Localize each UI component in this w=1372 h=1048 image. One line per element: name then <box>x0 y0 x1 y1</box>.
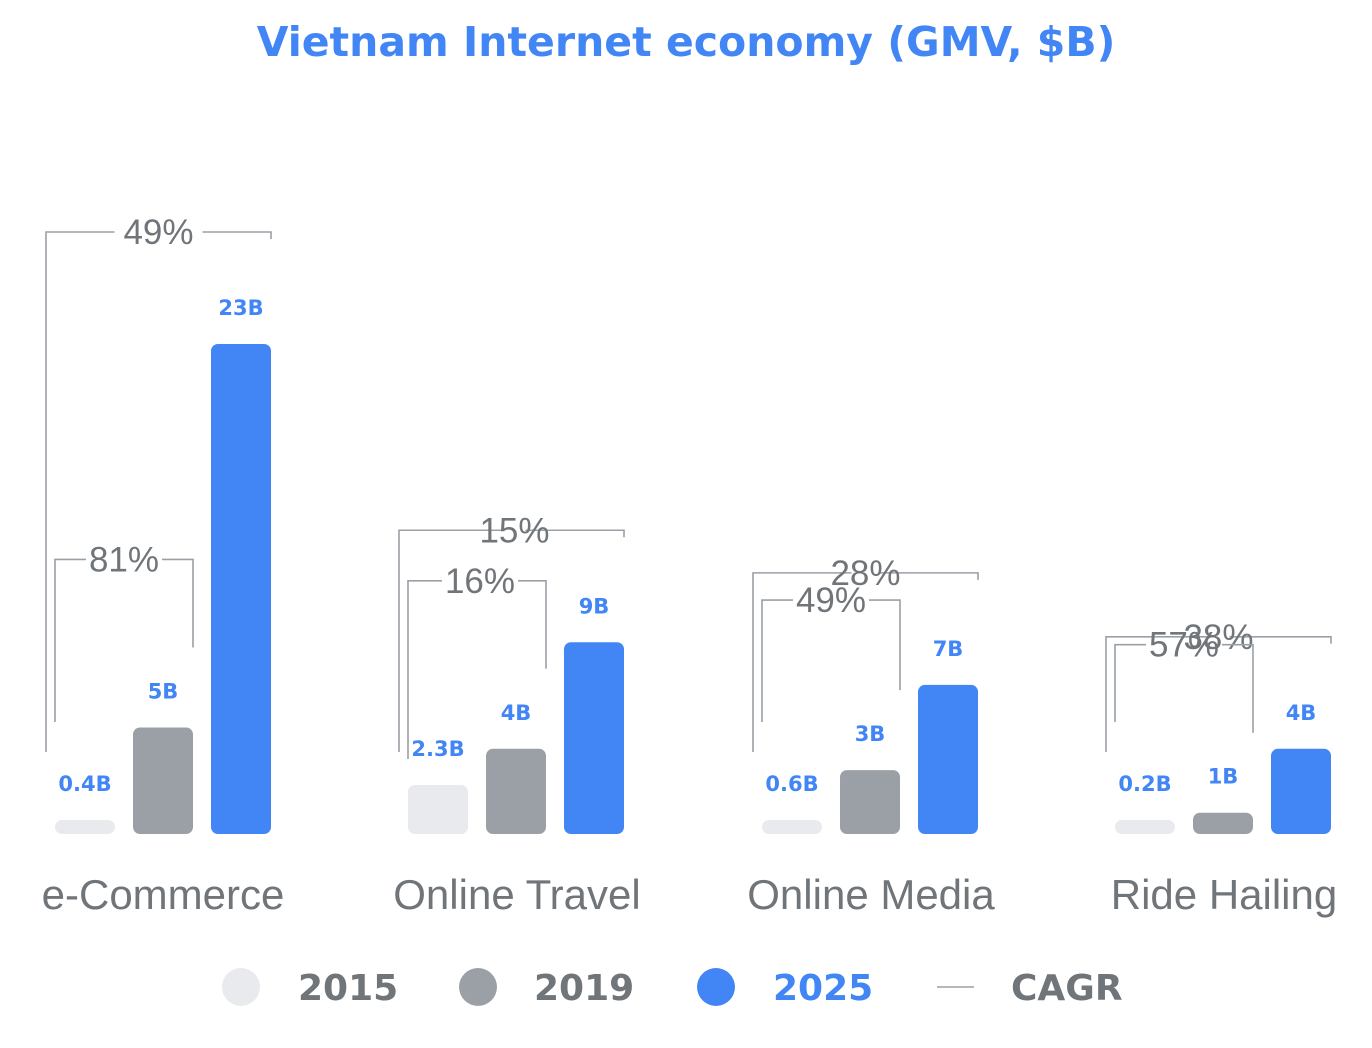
value-label-online-travel-2025: 9B <box>579 594 610 618</box>
value-label-e-commerce-2019: 5B <box>148 679 179 703</box>
value-label-online-media-2015: 0.6B <box>765 772 818 796</box>
value-label-e-commerce-2025: 23B <box>218 296 263 320</box>
legend-marker-2015 <box>222 968 260 1006</box>
legend: 2015 2019 2025 CAGR <box>222 968 1123 1009</box>
bar-ride-hailing-2015 <box>1115 820 1175 834</box>
category-label-online-media: Online Media <box>747 871 995 918</box>
bar-online-media-2019 <box>840 770 900 834</box>
legend-label-2015: 2015 <box>298 968 398 1009</box>
value-label-ride-hailing-2025: 4B <box>1286 701 1317 725</box>
cagr-bracket-outer-online-media <box>752 572 979 752</box>
legend-marker-2025 <box>697 968 735 1006</box>
bars <box>55 344 1331 834</box>
category-label-online-travel: Online Travel <box>393 871 640 918</box>
bar-online-travel-2015 <box>408 785 468 834</box>
cagr-brackets: 49%81%15%16% 28%49%38%57% <box>45 213 1332 759</box>
cagr-label-inner-e-commerce: 81% <box>89 540 159 579</box>
cagr-label-outer-online-travel: 15% <box>479 511 549 550</box>
value-label-online-media-2025: 7B <box>933 637 964 661</box>
value-labels: 0.4B 5B 23B 2.3B 4B 9B 0.6B 3B 7B 0.2B 1B 4B <box>58 296 1316 796</box>
value-label-e-commerce-2015: 0.4B <box>58 772 111 796</box>
category-label-ride-hailing: Ride Hailing <box>1111 871 1337 918</box>
bar-ride-hailing-2025 <box>1271 748 1331 834</box>
category-label-e-commerce: e-Commerce <box>42 871 285 918</box>
value-label-ride-hailing-2015: 0.2B <box>1118 772 1171 796</box>
bar-online-travel-2025 <box>564 642 624 834</box>
cagr-bracket-outer-e-commerce <box>45 231 272 752</box>
cagr-bracket-inner-online-media <box>761 599 901 722</box>
bar-e-commerce-2015 <box>55 820 115 834</box>
value-label-online-media-2019: 3B <box>855 722 886 746</box>
legend-marker-2019 <box>459 968 497 1006</box>
cagr-label-outer-e-commerce: 49% <box>123 213 193 252</box>
cagr-label-inner-online-travel: 16% <box>445 562 515 601</box>
cagr-bracket-inner-online-travel <box>407 579 547 759</box>
bar-ride-hailing-2019 <box>1193 812 1253 834</box>
bar-e-commerce-2025 <box>211 344 271 834</box>
bar-online-travel-2019 <box>486 748 546 834</box>
chart-title: Vietnam Internet economy (GMV, $B) <box>257 18 1116 66</box>
value-label-online-travel-2019: 4B <box>501 701 532 725</box>
bar-online-media-2025 <box>918 684 978 834</box>
value-label-online-travel-2015: 2.3B <box>411 737 464 761</box>
legend-label-cagr: CAGR <box>1011 968 1123 1009</box>
category-labels: e-Commerce Online Travel Online Media Ride … <box>42 871 1338 918</box>
cagr-bracket-inner-e-commerce <box>54 558 194 722</box>
value-label-ride-hailing-2019: 1B <box>1208 765 1239 789</box>
cagr-bracket-outer-online-travel <box>398 529 625 752</box>
cagr-label-outer-ride-hailing: 38% <box>1183 618 1253 657</box>
cagr-label-inner-online-media: 49% <box>796 581 866 620</box>
legend-label-2025: 2025 <box>773 968 873 1009</box>
bar-online-media-2015 <box>762 820 822 834</box>
bar-e-commerce-2019 <box>133 727 193 834</box>
cagr-bracket-inner-ride-hailing <box>1114 643 1254 733</box>
cagr-bracket-outer-ride-hailing <box>1105 635 1332 752</box>
cagr-label-outer-online-media: 28% <box>830 554 900 593</box>
legend-label-2019: 2019 <box>534 968 634 1009</box>
cagr-label-inner-ride-hailing: 57% <box>1149 626 1219 665</box>
